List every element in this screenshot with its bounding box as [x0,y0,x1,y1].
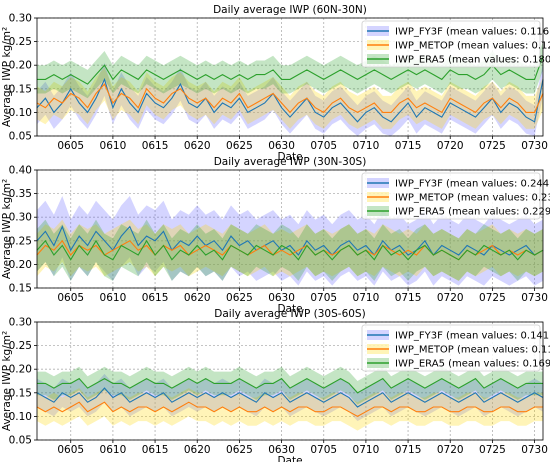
x-tick-label: 0705 [310,292,337,304]
y-tick-label: 0.05 [9,131,32,143]
chart-title: Daily average IWP (30N-30S) [214,156,367,168]
y-axis-label: Average IWP kg/m² [1,331,13,431]
x-tick-label: 0605 [57,444,84,456]
x-tick-label: 0725 [479,140,506,152]
x-tick-label: 0730 [521,292,548,304]
x-tick-label: 0710 [353,292,380,304]
legend: IWP_FY3F (mean values: 0.116) IWP_METOP (… [362,21,550,67]
x-tick-label: 0615 [142,444,169,456]
x-tick-label: 0610 [100,292,127,304]
legend-label: IWP_METOP (mean values: 0.117) [395,345,550,356]
legend-label: IWP_METOP (mean values: 0.125) [395,41,550,52]
legend-label: IWP_FY3F (mean values: 0.116) [395,27,550,38]
x-tick-label: 0625 [226,292,253,304]
x-tick-label: 0725 [479,292,506,304]
x-tick-label: 0615 [142,140,169,152]
y-tick-label: 0.05 [9,435,32,447]
legend-label: IWP_METOP (mean values: 0.230) [395,193,550,204]
legend-label: IWP_FY3F (mean values: 0.244) [395,179,550,190]
x-tick-label: 0605 [57,140,84,152]
legend-label: IWP_ERA5 (mean values: 0.169) [395,359,550,370]
x-tick-label: 0720 [437,140,464,152]
legend-label: IWP_ERA5 (mean values: 0.229) [395,207,550,218]
y-tick-label: 0.30 [9,317,32,329]
x-axis-label: Date [277,455,302,462]
y-tick-label: 0.15 [9,283,32,295]
x-tick-label: 0615 [142,292,169,304]
x-tick-label: 0705 [310,140,337,152]
y-tick-label: 0.40 [9,165,32,177]
x-tick-label: 0730 [521,444,548,456]
y-tick-label: 0.30 [9,13,32,25]
x-tick-label: 0720 [437,444,464,456]
chart-title: Daily average IWP (60N-30N) [213,4,367,16]
x-tick-label: 0605 [57,292,84,304]
x-tick-label: 0710 [353,444,380,456]
legend-label: IWP_FY3F (mean values: 0.141) [395,331,550,342]
y-axis-label: Average IWP kg/m² [1,179,13,279]
x-tick-label: 0625 [226,444,253,456]
x-tick-label: 0715 [395,292,422,304]
legend: IWP_FY3F (mean values: 0.141) IWP_METOP (… [362,325,550,371]
x-tick-label: 0610 [100,140,127,152]
x-tick-label: 0715 [395,140,422,152]
x-tick-label: 0705 [310,444,337,456]
x-tick-label: 0710 [353,140,380,152]
chart-title: Daily average IWP (30S-60S) [214,308,365,320]
x-tick-label: 0610 [100,444,127,456]
x-tick-label: 0725 [479,444,506,456]
x-tick-label: 0620 [184,292,211,304]
legend: IWP_FY3F (mean values: 0.244) IWP_METOP (… [362,173,550,219]
x-tick-label: 0730 [521,140,548,152]
x-tick-label: 0625 [226,140,253,152]
x-tick-label: 0620 [184,140,211,152]
legend-label: IWP_ERA5 (mean values: 0.180) [395,55,550,66]
x-tick-label: 0720 [437,292,464,304]
x-tick-label: 0715 [395,444,422,456]
y-axis-label: Average IWP kg/m² [1,27,13,127]
x-tick-label: 0620 [184,444,211,456]
